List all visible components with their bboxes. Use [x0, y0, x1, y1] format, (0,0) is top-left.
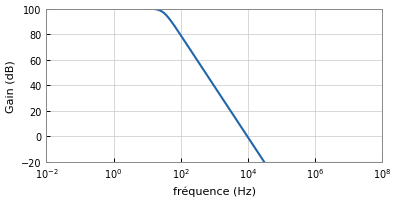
Y-axis label: Gain (dB): Gain (dB): [6, 59, 15, 112]
X-axis label: fréquence (Hz): fréquence (Hz): [173, 186, 256, 197]
